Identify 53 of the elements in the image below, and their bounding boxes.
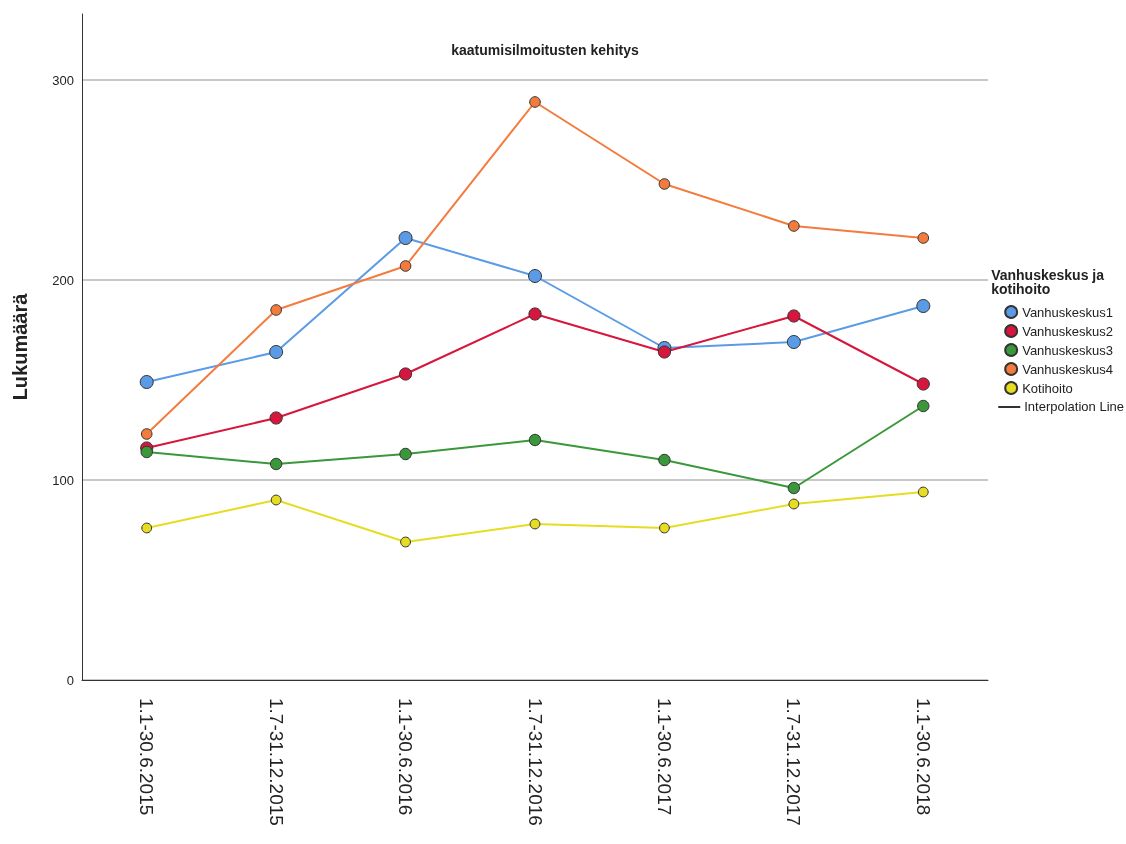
point <box>788 220 800 232</box>
point <box>399 447 412 461</box>
x-tick-label: 1.1-30.6.2017 <box>653 698 675 816</box>
point <box>529 96 541 108</box>
point <box>398 231 413 245</box>
legend-label: Vanhuskeskus2 <box>1022 323 1114 339</box>
point <box>528 307 542 321</box>
point <box>139 375 154 389</box>
point <box>916 299 931 313</box>
x-tick-label: 1.7-31.12.2016 <box>524 698 546 826</box>
x-tick-label: 1.1-30.6.2016 <box>395 698 417 816</box>
legend-label: Vanhuskeskus4 <box>1022 361 1114 377</box>
point <box>787 481 801 495</box>
point <box>528 269 542 283</box>
point <box>787 309 801 323</box>
y-tick-label: 300 <box>52 72 74 88</box>
legend-label: Vanhuskeskus1 <box>1022 304 1114 320</box>
text: Interpolation Line <box>1024 399 1125 414</box>
x-tick-label: 1.7-31.12.2015 <box>265 698 287 826</box>
point <box>658 178 671 190</box>
point <box>140 428 153 440</box>
point <box>786 335 801 349</box>
x-tick-label: 1.7-31.12.2017 <box>783 698 805 826</box>
y-axis-title: Lukumäärä <box>9 292 31 401</box>
legend-title: Vanhuskeskus ja kotihoito <box>991 267 1105 297</box>
text: kaatumisilmoitusten kehitys <box>451 42 639 58</box>
point <box>141 522 153 534</box>
point <box>657 345 672 359</box>
point <box>269 457 283 471</box>
y-tick-label: 0 <box>66 672 74 688</box>
point <box>658 453 671 467</box>
point <box>529 518 541 530</box>
point <box>917 399 930 413</box>
legend-label: Vanhuskeskus3 <box>1022 342 1114 358</box>
x-tick-label: 1.1-30.6.2015 <box>136 698 158 816</box>
point <box>140 445 153 459</box>
point <box>528 433 542 447</box>
y-tick-label: 200 <box>52 272 74 288</box>
legend-label: Kotihoito <box>1022 380 1073 396</box>
point <box>269 411 283 425</box>
point <box>916 377 930 391</box>
point <box>270 494 282 506</box>
point <box>659 522 670 534</box>
point <box>399 260 412 272</box>
point <box>398 367 413 381</box>
point <box>917 232 930 244</box>
point <box>269 345 284 359</box>
point <box>270 304 282 316</box>
point <box>400 536 411 548</box>
x-tick-label: 1.1-30.6.2018 <box>912 698 934 816</box>
point <box>788 498 800 510</box>
point <box>917 486 929 498</box>
y-tick-label: 100 <box>52 472 74 488</box>
